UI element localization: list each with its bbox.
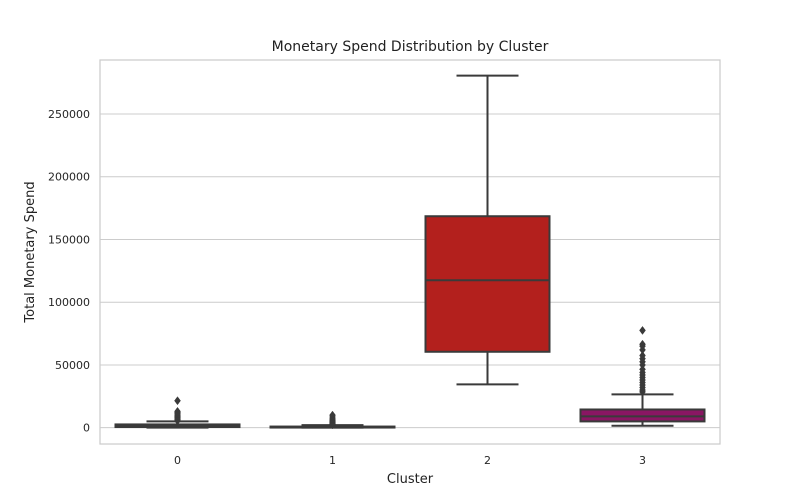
- y-axis-label: Total Monetary Spend: [23, 181, 38, 323]
- outlier-point: [639, 339, 646, 349]
- plot-frame: [99, 59, 721, 445]
- chart-title: Monetary Spend Distribution by Cluster: [272, 39, 549, 55]
- outlier-point: [639, 326, 646, 335]
- box-group-cluster-0: [114, 396, 241, 429]
- outlier-point: [639, 351, 646, 360]
- box-plots: [114, 74, 706, 430]
- x-tick-label: 2: [484, 454, 491, 467]
- y-tick-label: 200000: [48, 171, 90, 184]
- outlier-point: [174, 406, 181, 416]
- iqr-box: [424, 215, 551, 353]
- box-group-cluster-2: [424, 74, 551, 386]
- x-tick-label: 1: [329, 454, 336, 467]
- plot-background: [100, 60, 720, 444]
- y-tick-label: 0: [83, 422, 90, 435]
- y-axis-ticks: 0 50000 100000 150000 200000 250000: [48, 108, 90, 435]
- outlier-point: [329, 410, 336, 420]
- x-tick-label: 3: [639, 454, 646, 467]
- box-group-cluster-3: [579, 326, 706, 427]
- x-tick-label: 0: [174, 454, 181, 467]
- outlier-point: [174, 396, 181, 406]
- x-axis-label: Cluster: [387, 472, 434, 487]
- x-axis-ticks: 0 1 2 3: [174, 454, 646, 467]
- y-tick-label: 150000: [48, 233, 90, 246]
- y-tick-label: 250000: [48, 108, 90, 121]
- box-group-cluster-1: [269, 410, 396, 430]
- y-tick-label: 50000: [55, 359, 90, 372]
- grid-lines: [100, 113, 720, 429]
- y-tick-label: 100000: [48, 296, 90, 309]
